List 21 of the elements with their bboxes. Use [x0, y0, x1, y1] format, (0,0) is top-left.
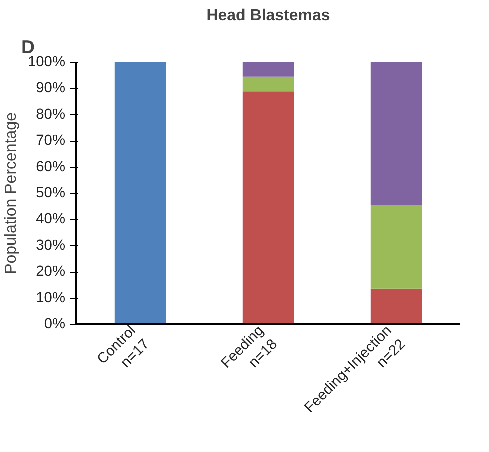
- y-tick-label: 80%: [36, 106, 66, 123]
- text: D: [22, 36, 35, 58]
- y-tick-label: 0%: [44, 316, 66, 332]
- y-tick-label: 50%: [36, 186, 66, 202]
- y-tick-label: 20%: [36, 264, 66, 280]
- y-tick-label: 70%: [36, 133, 66, 150]
- y-axis-title: Population Percentage: [3, 112, 20, 274]
- chart-title: Head Blastemas: [206, 8, 330, 24]
- bar: [242, 92, 294, 324]
- y-tick-label: 100%: [28, 54, 66, 70]
- bar: [370, 288, 422, 324]
- bar: [114, 62, 166, 324]
- y-tick-label: 60%: [36, 159, 66, 176]
- bar: [242, 76, 294, 92]
- bar: [370, 206, 422, 289]
- y-tick-label: 30%: [36, 238, 66, 254]
- bar: [370, 62, 422, 206]
- y-tick-label: 40%: [36, 212, 66, 228]
- y-tick-label: 10%: [36, 290, 66, 306]
- bar: [242, 62, 294, 77]
- y-tick-label: 90%: [36, 80, 66, 97]
